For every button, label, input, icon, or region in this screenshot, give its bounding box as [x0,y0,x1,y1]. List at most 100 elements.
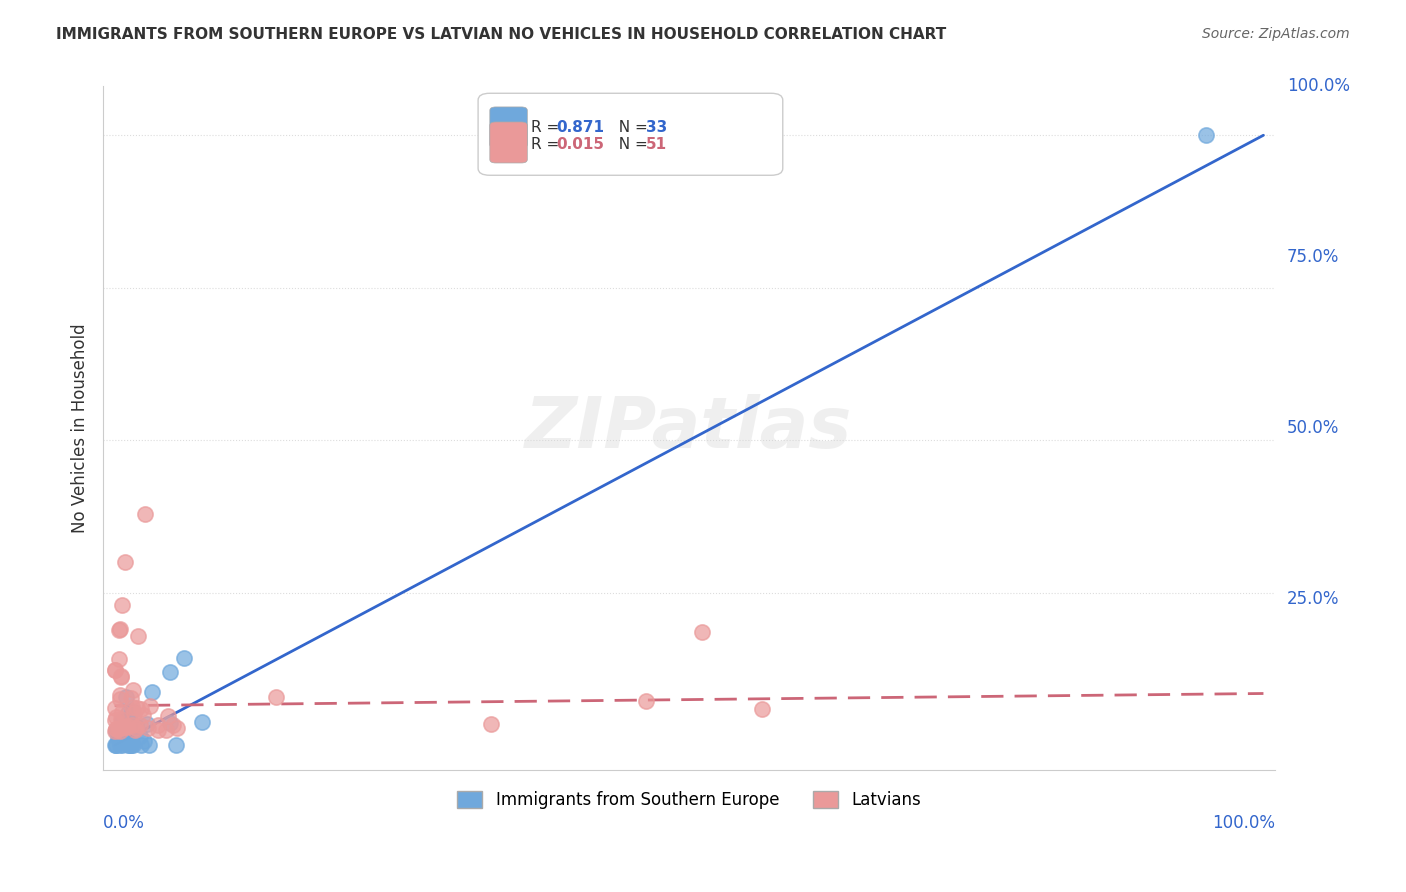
Immigrants from Southern Europe [105,724,128,739]
Immigrants from Southern Europe [134,734,156,748]
Latvians [108,722,131,736]
Immigrants from Southern Europe [117,739,139,753]
Immigrants from Southern Europe [105,739,128,753]
Latvians [127,629,149,643]
Latvians [129,718,152,732]
Immigrants from Southern Europe [114,690,136,704]
Latvians [479,716,502,731]
Text: 50.0%: 50.0% [1286,419,1339,437]
Latvians [111,598,134,612]
Latvians [136,722,159,736]
Latvians [114,555,136,569]
Y-axis label: No Vehicles in Household: No Vehicles in Household [72,323,89,533]
Latvians [121,718,143,732]
Immigrants from Southern Europe [141,685,163,699]
Text: 0.015: 0.015 [557,137,605,152]
Latvians [166,721,188,735]
Latvians [111,705,134,719]
Text: 51: 51 [645,137,666,152]
Text: 0.0%: 0.0% [103,814,145,832]
Immigrants from Southern Europe [120,739,142,753]
Text: 75.0%: 75.0% [1286,248,1339,267]
Latvians [111,720,134,734]
Immigrants from Southern Europe [108,722,131,736]
Immigrants from Southern Europe [191,714,214,729]
Text: N =: N = [609,120,652,135]
Latvians [104,663,127,677]
Latvians [114,720,136,734]
Latvians [104,710,127,724]
Immigrants from Southern Europe [135,717,157,731]
Immigrants from Southern Europe [110,729,132,743]
Text: 100.0%: 100.0% [1286,78,1350,95]
Latvians [104,714,127,728]
Immigrants from Southern Europe [111,739,134,753]
Legend: Immigrants from Southern Europe, Latvians: Immigrants from Southern Europe, Latvian… [451,785,928,816]
Text: ZIPatlas: ZIPatlas [526,393,852,463]
Immigrants from Southern Europe [129,739,152,753]
Immigrants from Southern Europe [121,728,143,742]
Immigrants from Southern Europe [1195,128,1218,143]
Immigrants from Southern Europe [107,731,129,745]
Latvians [132,707,155,722]
Latvians [104,701,127,715]
Latvians [139,698,162,713]
Immigrants from Southern Europe [129,730,152,744]
Immigrants from Southern Europe [165,739,187,753]
Immigrants from Southern Europe [111,714,134,728]
Latvians [104,722,127,736]
Latvians [108,723,131,738]
Latvians [124,723,146,737]
Text: N =: N = [609,137,652,152]
Latvians [122,682,145,697]
Latvians [108,692,131,706]
Immigrants from Southern Europe [120,719,142,733]
Text: 25.0%: 25.0% [1286,590,1339,608]
Latvians [108,622,131,636]
Latvians [108,651,131,665]
Immigrants from Southern Europe [173,650,195,665]
Text: Source: ZipAtlas.com: Source: ZipAtlas.com [1202,27,1350,41]
Immigrants from Southern Europe [105,739,128,753]
Latvians [266,690,288,704]
Latvians [146,718,169,732]
FancyBboxPatch shape [489,122,527,163]
Latvians [125,701,148,715]
Latvians [146,723,169,738]
Latvians [134,507,156,521]
Latvians [120,691,142,706]
Latvians [110,669,132,683]
Latvians [155,723,177,737]
Immigrants from Southern Europe [121,704,143,718]
Latvians [122,706,145,720]
Latvians [115,719,138,733]
Immigrants from Southern Europe [117,706,139,721]
Text: R =: R = [531,137,564,152]
Immigrants from Southern Europe [104,739,127,753]
Latvians [129,702,152,716]
Latvians [110,670,132,684]
Immigrants from Southern Europe [108,739,131,753]
Latvians [108,623,131,637]
Text: 33: 33 [645,120,666,135]
Latvians [115,720,138,734]
Latvians [104,663,127,677]
Immigrants from Southern Europe [138,739,160,753]
Text: 0.871: 0.871 [557,120,605,135]
Latvians [636,694,658,708]
FancyBboxPatch shape [489,107,527,148]
Latvians [125,722,148,736]
Latvians [751,702,773,716]
Immigrants from Southern Europe [118,739,141,753]
Latvians [108,688,131,702]
Latvians [162,717,184,731]
Immigrants from Southern Europe [159,665,181,680]
FancyBboxPatch shape [478,94,783,175]
Immigrants from Southern Europe [120,739,142,753]
Immigrants from Southern Europe [159,716,181,731]
Latvians [104,722,127,736]
Immigrants from Southern Europe [125,719,148,733]
Latvians [157,708,180,723]
Latvians [692,625,714,640]
Latvians [121,700,143,714]
